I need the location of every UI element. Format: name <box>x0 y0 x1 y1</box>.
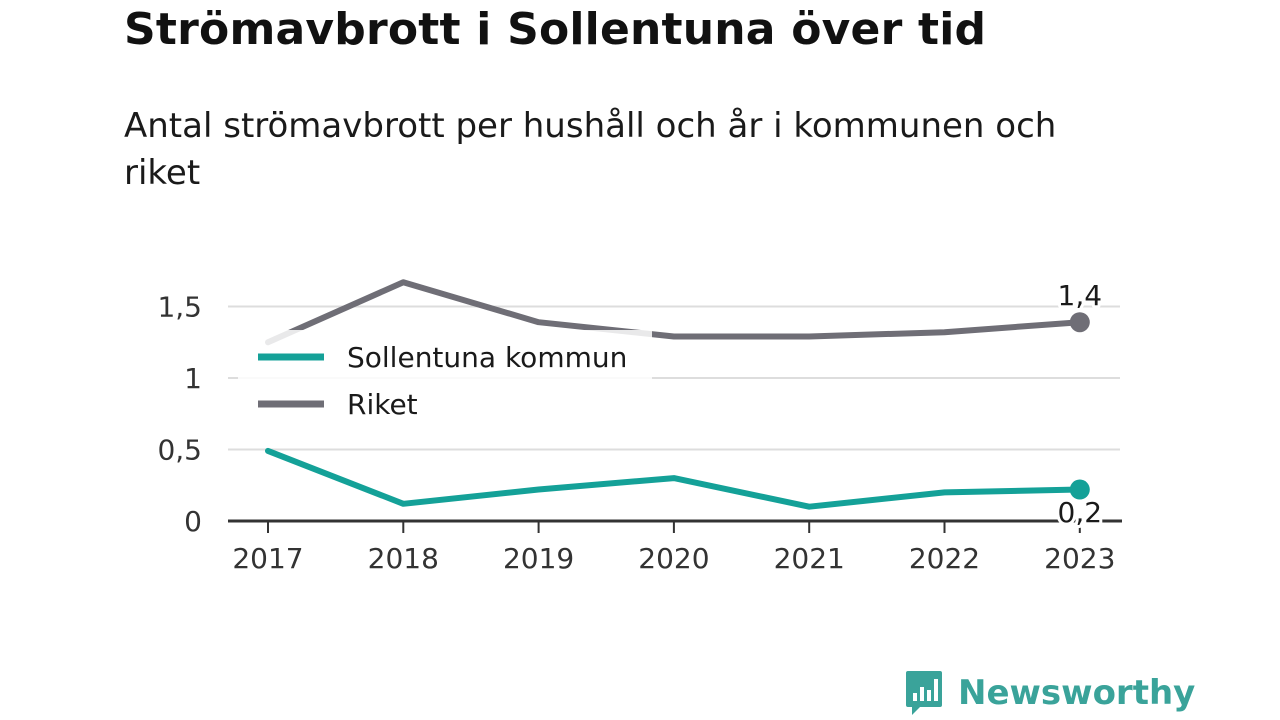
chart-title: Strömavbrott i Sollentuna över tid <box>124 4 987 55</box>
legend-label: Sollentuna kommun <box>347 341 627 374</box>
legend-label: Riket <box>347 388 418 421</box>
y-axis-ticks: 0 0,5 1 1,5 <box>157 291 202 539</box>
x-axis: 2017 2018 2019 2020 2021 2022 2023 <box>228 519 1122 575</box>
chart-subtitle: Antal strömavbrott per hushåll och år i … <box>124 106 1057 193</box>
y-tick-label: 0 <box>184 505 202 538</box>
brand-name: Newsworthy <box>958 673 1196 713</box>
legend: Sollentuna kommun Riket <box>238 330 652 428</box>
x-tick-label: 2021 <box>774 542 845 575</box>
series-line-1 <box>265 279 1083 346</box>
series-lines <box>265 279 1090 510</box>
x-tick-label: 2018 <box>368 542 439 575</box>
x-tick-label: 2017 <box>232 542 303 575</box>
series-end-label: 1,4 <box>1058 279 1103 312</box>
y-tick-label: 1 <box>184 362 202 395</box>
brand-logo: Newsworthy <box>904 668 1195 718</box>
x-tick-label: 2022 <box>909 542 980 575</box>
y-tick-label: 1,5 <box>157 291 202 324</box>
end-labels: 0,2 1,4 <box>1055 276 1106 532</box>
series-line-0 <box>265 447 1083 510</box>
bar-chart-speech-bubble-icon <box>906 671 942 715</box>
series-end-marker-1 <box>1069 312 1090 333</box>
x-tick-label: 2020 <box>638 542 709 575</box>
series-end-label: 0,2 <box>1058 496 1103 529</box>
y-tick-label: 0,5 <box>157 434 202 467</box>
x-tick-label: 2023 <box>1044 542 1115 575</box>
series-end-marker-0 <box>1069 479 1090 500</box>
legend-background <box>238 330 652 428</box>
x-tick-label: 2019 <box>503 542 574 575</box>
